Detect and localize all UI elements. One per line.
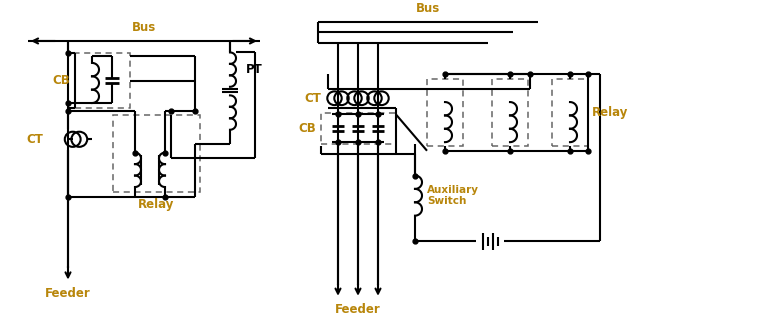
Text: Feeder: Feeder [335,303,381,316]
Bar [492,79,528,146]
Text: Relay: Relay [592,106,629,119]
Bar [552,79,588,146]
Text: CB: CB [298,122,316,135]
Text: Bus: Bus [132,21,156,34]
Bar [321,113,396,144]
Text: CB: CB [52,74,70,87]
Text: PT: PT [246,63,263,76]
Text: Bus: Bus [416,2,440,15]
Text: Feeder: Feeder [45,287,91,300]
Bar [75,53,130,108]
Text: CT: CT [26,133,43,146]
Text: Relay: Relay [138,198,175,211]
Bar [113,115,200,192]
Text: CT: CT [304,92,321,105]
Text: Auxiliary
Switch: Auxiliary Switch [427,185,479,206]
Bar [427,79,463,146]
